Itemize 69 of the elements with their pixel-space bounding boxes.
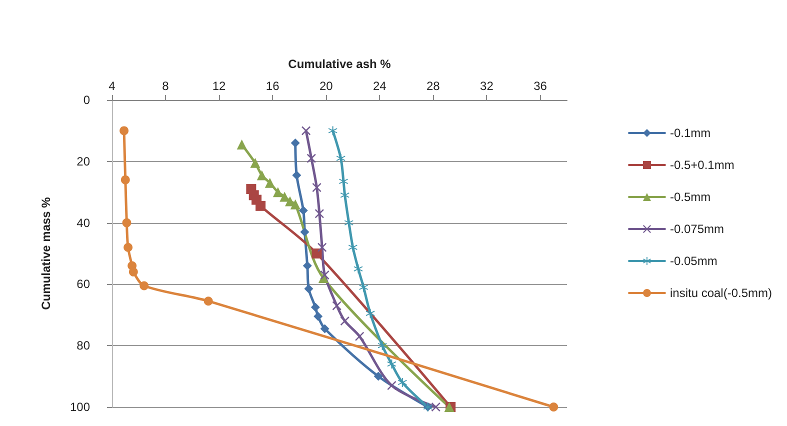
point [120,126,129,136]
point [374,372,383,381]
point [387,360,396,369]
point [549,402,558,412]
point [354,264,363,274]
point [300,228,310,237]
point [312,248,322,258]
point [355,332,364,341]
point [128,267,138,276]
point [332,301,342,310]
point [250,158,260,168]
x-tick-label: 24 [372,79,387,93]
point [256,170,267,180]
y-tick-label: 100 [70,400,90,414]
point [204,296,213,306]
x-tick-label: 16 [266,79,280,93]
point [344,218,354,228]
legend-label: -0.5mm [670,190,711,204]
legend-label: -0.5+0.1mm [670,158,734,172]
x-tick-label: 12 [212,79,226,93]
legend-label: -0.05mm [670,254,718,268]
point [306,154,316,163]
point [348,242,358,252]
point [292,170,302,180]
point [122,218,132,228]
point [304,284,314,294]
x-tick-label: 4 [108,79,116,93]
y-axis-title: Cumulative mass % [39,196,53,310]
point [431,402,440,412]
point [290,199,300,210]
point [387,381,396,390]
point [320,270,330,280]
x-tick-label: 28 [426,79,440,93]
point [378,341,387,350]
point [124,242,133,252]
y-tick-label: 0 [83,93,90,107]
point [328,126,338,136]
point [264,178,275,188]
legend-label: -0.1mm [670,126,711,140]
point [359,282,368,292]
point [140,281,149,290]
point [256,200,266,211]
point [366,308,375,318]
legend-label: insitu coal(-0.5mm) [670,286,772,300]
point [302,126,311,136]
x-tick-label: 32 [480,79,494,93]
x-tick-label: 36 [534,79,548,93]
point [120,175,130,184]
y-tick-label: 20 [76,154,90,168]
x-tick-label: 20 [319,79,334,93]
point [320,324,330,334]
point [312,182,322,192]
point [302,261,312,270]
point [398,378,407,387]
point [310,302,320,312]
legend-label: -0.075mm [670,222,724,236]
point [318,242,327,252]
point [340,316,350,326]
point [314,209,324,218]
x-axis-title: Cumulative ash % [288,57,392,71]
point [236,140,247,150]
point [314,312,323,321]
y-tick-label: 60 [76,277,90,292]
point [336,154,346,163]
point [290,138,300,148]
y-tick-label: 80 [76,338,90,353]
point [272,187,283,198]
x-tick-label: 8 [162,79,170,93]
y-tick-label: 40 [76,216,90,230]
